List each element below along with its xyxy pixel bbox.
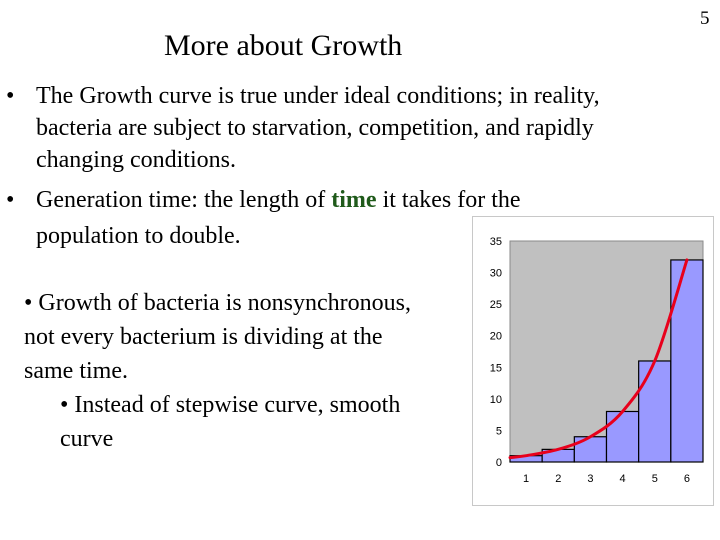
bullet-icon: • xyxy=(6,187,15,213)
y-tick-label: 30 xyxy=(490,268,502,280)
x-tick-label: 2 xyxy=(555,473,561,485)
page-number: 5 xyxy=(700,8,710,29)
growth-chart: 0 5 10 15 20 25 30 35 1 2 3 4 5 6 xyxy=(472,216,714,506)
bar xyxy=(638,360,672,463)
y-tick-label: 10 xyxy=(490,394,502,406)
bar xyxy=(670,259,704,463)
bar xyxy=(605,410,640,463)
x-tick-label: 5 xyxy=(652,473,658,485)
bullet-2-line-2: population to double. xyxy=(36,223,241,249)
x-tick-label: 3 xyxy=(587,473,593,485)
bullet-2-text-b: it takes for the xyxy=(376,187,521,213)
growth-chart-svg: 0 5 10 15 20 25 30 35 1 2 3 4 5 6 xyxy=(490,236,704,485)
slide-title: More about Growth xyxy=(164,29,403,62)
bullet-1-line-2: bacteria are subject to starvation, comp… xyxy=(36,115,594,141)
sub-point-2-line-2: curve xyxy=(60,426,114,452)
x-tick-label: 1 xyxy=(523,473,529,485)
bullet-2-line-1: Generation time: the length of time it t… xyxy=(36,184,521,216)
y-tick-label: 15 xyxy=(490,362,502,374)
y-tick-label: 20 xyxy=(490,331,502,343)
y-tick-label: 5 xyxy=(496,425,502,437)
sub-point-1-line-2: not every bacterium is dividing at the xyxy=(24,324,383,350)
bullet-1-line-3: changing conditions. xyxy=(36,147,236,173)
sub-point-1-line-3: same time. xyxy=(24,358,128,384)
y-tick-label: 0 xyxy=(496,457,502,469)
growth-curve xyxy=(508,258,689,460)
bar xyxy=(573,436,608,463)
y-tick-label: 35 xyxy=(490,236,502,248)
x-tick-label: 4 xyxy=(620,473,626,485)
x-tick-label: 6 xyxy=(684,473,690,485)
sub-point-2-line-1: • Instead of stepwise curve, smooth xyxy=(60,392,401,418)
emphasis-time: time xyxy=(331,187,377,213)
bullet-1-line-1: The Growth curve is true under ideal con… xyxy=(36,83,600,109)
bullet-2-text-a: Generation time: the length of xyxy=(36,187,332,213)
sub-point-1-line-1: • Growth of bacteria is nonsynchronous, xyxy=(24,290,411,316)
bullet-icon: • xyxy=(6,83,15,109)
y-tick-label: 25 xyxy=(490,299,502,311)
